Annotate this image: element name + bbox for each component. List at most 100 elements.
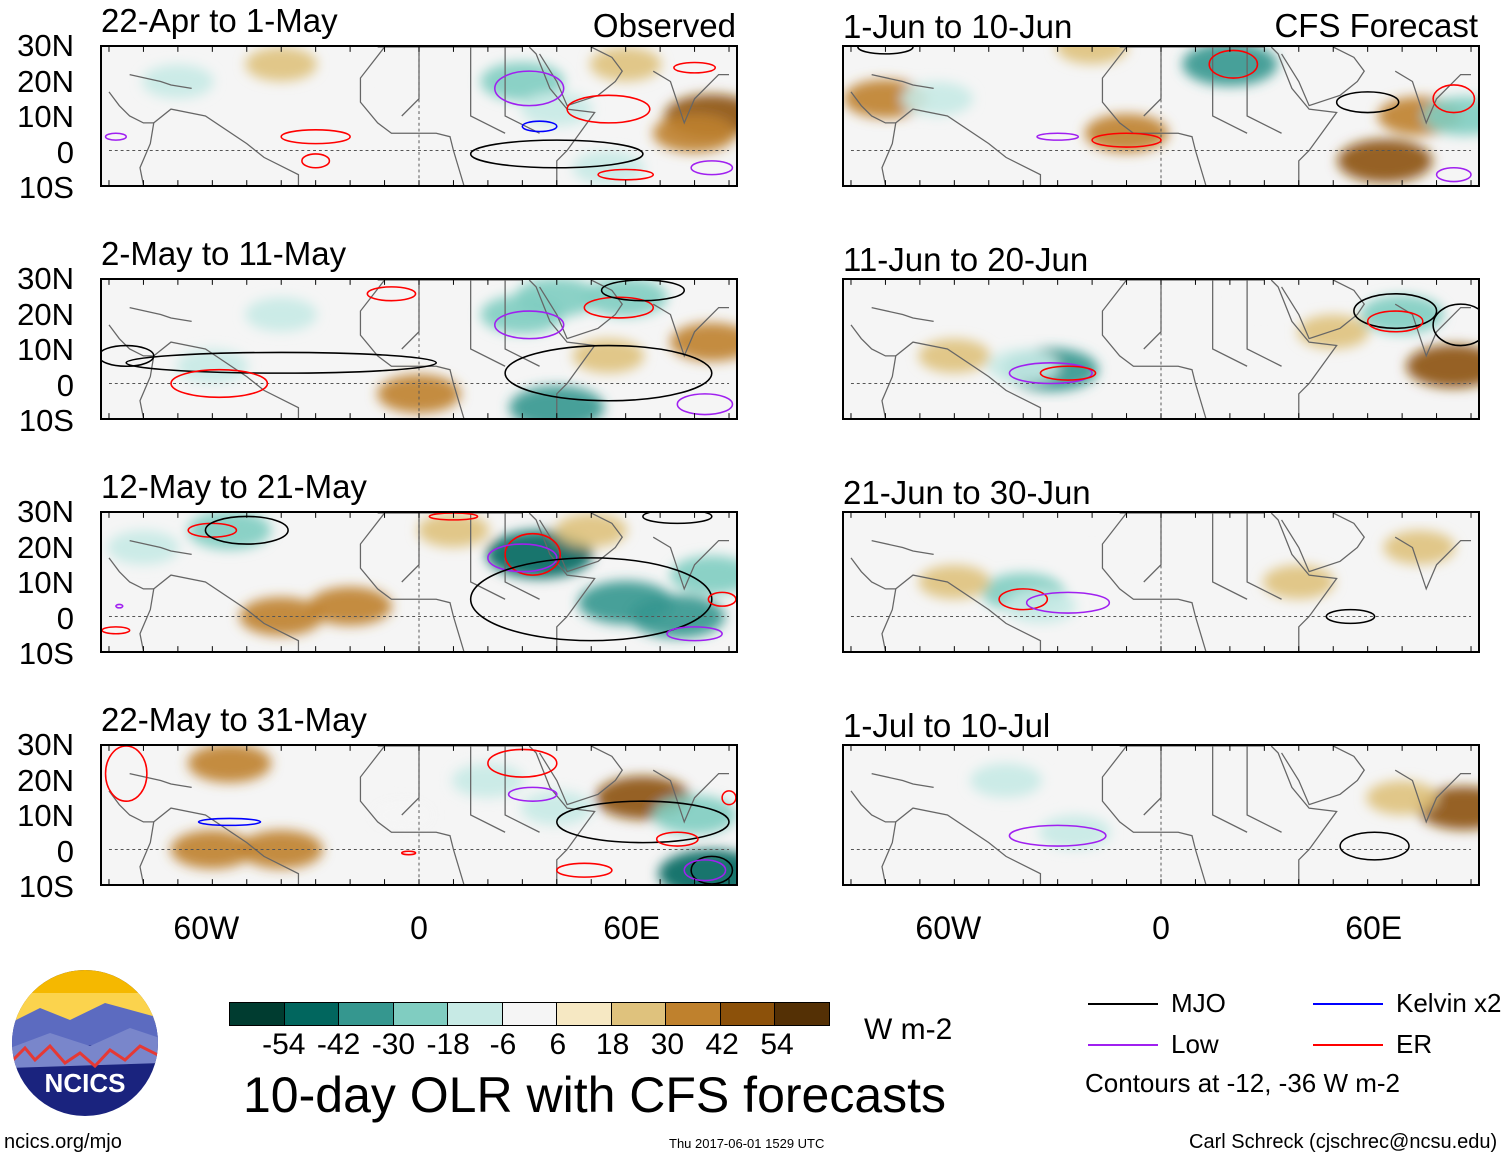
- colorbar: [229, 1002, 830, 1026]
- olr-anomaly-blob: [583, 280, 668, 317]
- olr-anomaly-blob: [308, 586, 392, 626]
- olr-anomaly-blob: [245, 297, 318, 332]
- panel-title: 11-Jun to 20-Jun: [843, 241, 1089, 278]
- units-label: W m-2: [864, 1013, 953, 1046]
- er-contour: [504, 532, 562, 576]
- panel-title: 12-May to 21-May: [101, 468, 367, 505]
- kelvin-contour: [521, 120, 558, 133]
- x-tick-label: 0: [1152, 910, 1170, 946]
- coastline: [539, 513, 624, 573]
- coastline: [1101, 280, 1207, 418]
- y-tick-label: 30N: [17, 28, 74, 63]
- olr-anomaly-blob: [901, 81, 974, 116]
- coastline: [850, 557, 896, 590]
- er-contour: [1432, 84, 1476, 114]
- panel-title: 1-Jun to 10-Jun: [843, 8, 1073, 45]
- panel-title: 22-Apr to 1-May: [101, 2, 338, 39]
- coastline: [504, 47, 540, 134]
- y-tick-label: 10N: [17, 798, 74, 833]
- olr-anomaly-blob: [141, 64, 214, 99]
- x-tick-label: 60E: [1345, 910, 1403, 946]
- colorbar-tick-label: 54: [760, 1028, 794, 1061]
- legend-label: Low: [1171, 1029, 1219, 1059]
- colorbar-tick-label: 6: [549, 1028, 567, 1061]
- y-tick-label: 10S: [18, 636, 74, 671]
- coastline: [470, 513, 506, 600]
- olr-anomaly-blob: [1038, 815, 1111, 850]
- colorbar-tick-label: 42: [705, 1028, 739, 1061]
- coastline: [108, 324, 154, 357]
- olr-anomaly-blob: [107, 530, 180, 565]
- coastline: [401, 746, 420, 816]
- olr-anomaly-blob: [337, 101, 398, 131]
- olr-anomaly-blob: [1262, 564, 1335, 600]
- coastline: [1143, 513, 1162, 583]
- coastline: [539, 47, 624, 107]
- colorbar-swatch: [448, 1003, 503, 1025]
- mjo-contour: [469, 139, 644, 169]
- er-contour: [1366, 310, 1424, 333]
- olr-map-panel: [100, 45, 738, 187]
- er-contour: [170, 368, 269, 399]
- coastline: [1270, 47, 1338, 185]
- legend: MJO Kelvin x2 Low ER: [1088, 988, 1508, 1078]
- coastline: [129, 772, 192, 789]
- low-contour: [666, 626, 723, 642]
- coastline: [504, 513, 540, 600]
- low-contour: [494, 310, 565, 340]
- olr-map-panel: [100, 278, 738, 420]
- colorbar-tick-label: -30: [371, 1028, 416, 1061]
- low-contour: [1435, 166, 1472, 183]
- olr-anomaly-blob: [187, 513, 272, 550]
- coastline: [1212, 280, 1248, 367]
- coastline: [871, 539, 934, 556]
- coastline: [652, 303, 730, 358]
- colorbar-tick-label: 30: [650, 1028, 685, 1061]
- colorbar-swatch: [557, 1003, 612, 1025]
- coastline: [850, 91, 896, 124]
- legend-label: Kelvin x2: [1396, 988, 1502, 1018]
- site-link[interactable]: ncics.org/mjo: [4, 1131, 122, 1153]
- mjo-contour: [857, 47, 914, 55]
- coastline: [881, 108, 1042, 185]
- colorbar-labels: -54 -42 -30 -18 -6 6 18 30 42 54: [229, 1028, 833, 1062]
- legend-label: ER: [1396, 1029, 1433, 1059]
- olr-anomaly-blob: [239, 830, 324, 869]
- kelvin-contour: [197, 817, 262, 827]
- olr-anomaly-blob: [572, 150, 645, 185]
- olr-anomaly-blob: [1061, 765, 1123, 796]
- colorbar-swatch: [502, 1003, 557, 1025]
- coastline: [1281, 280, 1366, 340]
- column-label: CFS Forecast: [1274, 7, 1478, 44]
- coastline: [470, 746, 506, 833]
- y-tick-label: 10N: [17, 99, 74, 134]
- x-tick-label: 60E: [603, 910, 661, 946]
- coastline: [359, 746, 465, 884]
- coastline: [401, 513, 420, 583]
- er-contour: [566, 94, 651, 124]
- low-contour: [507, 786, 558, 802]
- y-tick-label: 0: [56, 833, 74, 869]
- coastline: [1143, 746, 1162, 816]
- mjo-contour: [1353, 293, 1438, 330]
- coastline: [1281, 746, 1366, 806]
- olr-anomaly-blob: [245, 47, 318, 82]
- y-tick-label: 20N: [17, 762, 74, 798]
- coastline: [401, 47, 420, 117]
- y-tick-label: 0: [56, 134, 74, 170]
- coastline: [850, 790, 896, 823]
- coastline: [881, 341, 1042, 418]
- olr-map-panel: [842, 511, 1480, 653]
- olr-anomaly-blob: [1297, 314, 1370, 349]
- coastline: [1394, 70, 1472, 125]
- coastline: [1270, 513, 1338, 651]
- mjo-contour: [690, 855, 734, 884]
- coastline: [528, 47, 596, 185]
- er-contour: [583, 296, 655, 319]
- coastline: [1394, 769, 1472, 824]
- er-contour: [280, 129, 351, 145]
- coastline: [1143, 47, 1162, 117]
- er-contour: [104, 746, 148, 802]
- y-tick-label: 20N: [17, 529, 74, 565]
- coastline: [528, 746, 596, 884]
